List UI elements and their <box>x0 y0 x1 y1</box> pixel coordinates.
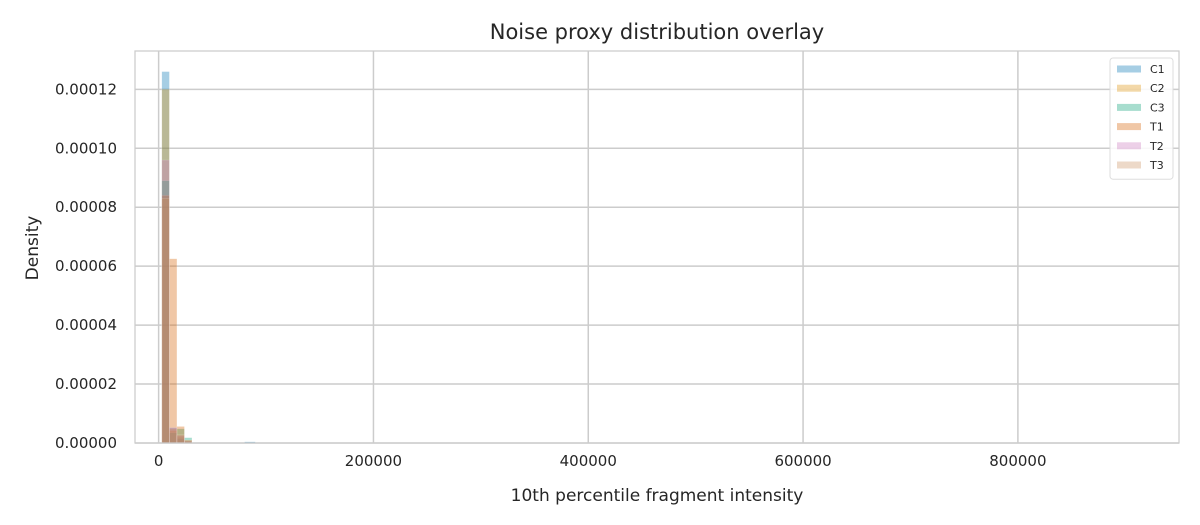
x-axis-label: 10th percentile fragment intensity <box>511 486 804 506</box>
chart-title: Noise proxy distribution overlay <box>490 20 824 44</box>
legend-label: T1 <box>1149 121 1164 134</box>
legend-box <box>1109 57 1174 180</box>
legend-swatch <box>1117 161 1141 169</box>
y-tick-label: 0.00010 <box>55 139 117 157</box>
y-axis-ticks: 0.00000 0.00002 0.00004 0.00006 0.00008 0.000… <box>55 80 117 452</box>
legend-swatch <box>1117 84 1141 92</box>
y-axis-label: Density <box>23 216 43 281</box>
histogram-bars <box>161 71 256 444</box>
y-tick-label: 0.00006 <box>55 257 117 275</box>
x-axis-ticks: 0 200000 400000 600000 800000 <box>154 452 1047 470</box>
histogram-bar <box>176 434 185 444</box>
y-tick-label: 0.00002 <box>55 375 117 393</box>
legend-swatch <box>1117 123 1141 131</box>
legend-label: C1 <box>1150 63 1165 76</box>
x-tick-label: 0 <box>154 452 164 470</box>
x-tick-label: 600000 <box>774 452 831 470</box>
legend-label: C2 <box>1150 82 1165 95</box>
legend-swatch <box>1117 142 1141 150</box>
x-tick-label: 200000 <box>345 452 402 470</box>
y-tick-label: 0.00008 <box>55 198 117 216</box>
histogram-bar <box>161 198 170 444</box>
legend-label: T3 <box>1149 159 1164 172</box>
histogram-bar <box>169 428 178 444</box>
plot-frame <box>134 50 1180 444</box>
x-tick-label: 400000 <box>560 452 617 470</box>
y-tick-label: 0.00012 <box>55 80 117 98</box>
legend: C1 C2 C3 T1 T2 T3 <box>1109 57 1174 180</box>
histogram-bar <box>169 258 178 444</box>
legend-label: C3 <box>1150 101 1165 114</box>
legend-swatch <box>1117 103 1141 111</box>
y-tick-label: 0.00000 <box>55 434 117 452</box>
x-tick-label: 800000 <box>989 452 1046 470</box>
legend-swatch <box>1117 65 1141 73</box>
legend-label: T2 <box>1149 140 1164 153</box>
y-tick-label: 0.00004 <box>55 316 117 334</box>
